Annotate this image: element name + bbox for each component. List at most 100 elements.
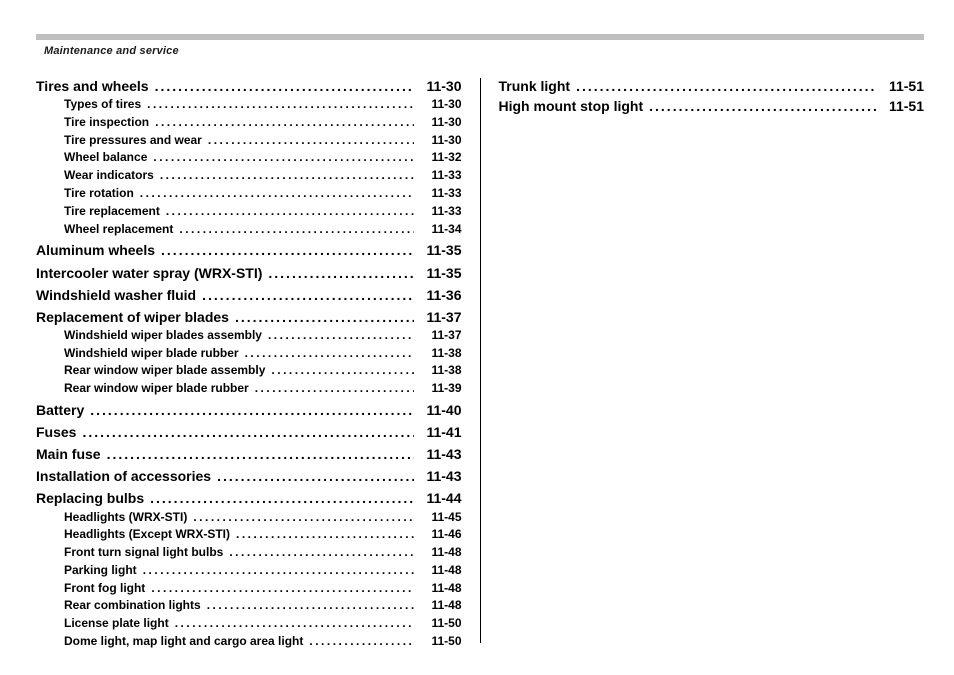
toc-entry-page: 11-37 bbox=[414, 329, 462, 343]
toc-entry-page: 11-48 bbox=[414, 582, 462, 596]
dot-leader: ........................................… bbox=[137, 564, 414, 578]
toc-entry-label: Rear window wiper blade assembly bbox=[64, 364, 265, 378]
toc-entry-label: Tire rotation bbox=[64, 187, 134, 201]
toc-entry-page: 11-38 bbox=[414, 364, 462, 378]
page: { "header": { "section_title": "Maintena… bbox=[0, 0, 954, 675]
toc-entry-page: 11-37 bbox=[414, 309, 462, 325]
toc-columns: Tires and wheels........................… bbox=[36, 78, 924, 643]
toc-entry-page: 11-40 bbox=[414, 402, 462, 418]
toc-entry: Tire rotation...........................… bbox=[36, 187, 462, 201]
dot-leader: ........................................… bbox=[211, 468, 413, 484]
dot-leader: ........................................… bbox=[84, 402, 413, 418]
toc-entry-label: Trunk light bbox=[499, 78, 571, 94]
toc-entry-page: 11-43 bbox=[414, 468, 462, 484]
toc-entry: Wheel balance...........................… bbox=[36, 151, 462, 165]
toc-entry-page: 11-30 bbox=[414, 98, 462, 112]
toc-entry-page: 11-48 bbox=[414, 546, 462, 560]
dot-leader: ........................................… bbox=[76, 424, 413, 440]
dot-leader: ........................................… bbox=[239, 347, 414, 361]
dot-leader: ........................................… bbox=[101, 446, 414, 462]
toc-entry-label: Intercooler water spray (WRX-STI) bbox=[36, 265, 262, 281]
toc-entry: Rear window wiper blade assembly........… bbox=[36, 364, 462, 378]
dot-leader: ........................................… bbox=[249, 382, 414, 396]
toc-entry-page: 11-48 bbox=[414, 599, 462, 613]
dot-leader: ........................................… bbox=[155, 242, 413, 258]
toc-entry: Windshield wiper blade rubber...........… bbox=[36, 347, 462, 361]
dot-leader: ........................................… bbox=[262, 329, 414, 343]
toc-entry-label: Windshield wiper blade rubber bbox=[64, 347, 239, 361]
toc-entry-page: 11-41 bbox=[414, 424, 462, 440]
header-rule bbox=[36, 34, 924, 40]
toc-entry-label: Installation of accessories bbox=[36, 468, 211, 484]
dot-leader: ........................................… bbox=[141, 98, 413, 112]
toc-entry-label: Windshield washer fluid bbox=[36, 287, 196, 303]
toc-entry-label: Front turn signal light bulbs bbox=[64, 546, 223, 560]
toc-entry: Tire pressures and wear.................… bbox=[36, 134, 462, 148]
toc-entry: Rear window wiper blade rubber..........… bbox=[36, 382, 462, 396]
toc-entry-page: 11-35 bbox=[414, 242, 462, 258]
section-title: Maintenance and service bbox=[44, 45, 179, 57]
toc-entry: Front turn signal light bulbs...........… bbox=[36, 546, 462, 560]
dot-leader: ........................................… bbox=[154, 169, 414, 183]
toc-entry: Windshield wiper blades assembly........… bbox=[36, 329, 462, 343]
toc-entry-label: Wear indicators bbox=[64, 169, 154, 183]
toc-entry-label: Dome light, map light and cargo area lig… bbox=[64, 635, 303, 649]
column-divider bbox=[480, 78, 481, 643]
toc-entry-label: Windshield wiper blades assembly bbox=[64, 329, 262, 343]
dot-leader: ........................................… bbox=[643, 98, 876, 114]
toc-entry-page: 11-35 bbox=[414, 265, 462, 281]
toc-entry-label: Main fuse bbox=[36, 446, 101, 462]
toc-entry-label: Rear combination lights bbox=[64, 599, 201, 613]
toc-entry: Rear combination lights.................… bbox=[36, 599, 462, 613]
toc-right-column: Trunk light.............................… bbox=[499, 78, 925, 643]
toc-entry-label: Rear window wiper blade rubber bbox=[64, 382, 249, 396]
dot-leader: ........................................… bbox=[201, 599, 414, 613]
toc-entry: Headlights (WRX-STI)....................… bbox=[36, 511, 462, 525]
toc-entry-page: 11-33 bbox=[414, 169, 462, 183]
toc-left-column: Tires and wheels........................… bbox=[36, 78, 462, 643]
dot-leader: ........................................… bbox=[570, 78, 876, 94]
dot-leader: ........................................… bbox=[169, 617, 414, 631]
dot-leader: ........................................… bbox=[160, 205, 414, 219]
toc-entry: Battery.................................… bbox=[36, 402, 462, 418]
toc-entry-page: 11-46 bbox=[414, 528, 462, 542]
toc-entry-page: 11-45 bbox=[414, 511, 462, 525]
toc-entry-label: Battery bbox=[36, 402, 84, 418]
toc-entry-page: 11-50 bbox=[414, 617, 462, 631]
dot-leader: ........................................… bbox=[145, 582, 413, 596]
toc-entry: High mount stop light...................… bbox=[499, 98, 925, 114]
dot-leader: ........................................… bbox=[223, 546, 413, 560]
dot-leader: ........................................… bbox=[187, 511, 413, 525]
toc-entry: Aluminum wheels.........................… bbox=[36, 242, 462, 258]
dot-leader: ........................................… bbox=[229, 309, 414, 325]
toc-entry-page: 11-30 bbox=[414, 134, 462, 148]
toc-entry-label: License plate light bbox=[64, 617, 169, 631]
toc-entry-label: Parking light bbox=[64, 564, 137, 578]
toc-entry: Wheel replacement.......................… bbox=[36, 223, 462, 237]
dot-leader: ........................................… bbox=[144, 490, 413, 506]
toc-entry: Installation of accessories.............… bbox=[36, 468, 462, 484]
toc-entry-page: 11-38 bbox=[414, 347, 462, 361]
dot-leader: ........................................… bbox=[149, 116, 413, 130]
toc-entry: Wear indicators.........................… bbox=[36, 169, 462, 183]
toc-entry: Fuses...................................… bbox=[36, 424, 462, 440]
toc-entry: Trunk light.............................… bbox=[499, 78, 925, 94]
dot-leader: ........................................… bbox=[230, 528, 413, 542]
toc-entry: Main fuse...............................… bbox=[36, 446, 462, 462]
toc-entry-page: 11-48 bbox=[414, 564, 462, 578]
dot-leader: ........................................… bbox=[303, 635, 413, 649]
toc-entry-page: 11-43 bbox=[414, 446, 462, 462]
toc-entry-page: 11-32 bbox=[414, 151, 462, 165]
toc-entry-label: Aluminum wheels bbox=[36, 242, 155, 258]
toc-entry-page: 11-44 bbox=[414, 490, 462, 506]
toc-entry: License plate light.....................… bbox=[36, 617, 462, 631]
toc-entry-page: 11-30 bbox=[414, 116, 462, 130]
toc-entry-label: Tire inspection bbox=[64, 116, 149, 130]
toc-entry-label: Tire pressures and wear bbox=[64, 134, 202, 148]
toc-entry-label: Wheel replacement bbox=[64, 223, 173, 237]
toc-entry: Tire replacement........................… bbox=[36, 205, 462, 219]
toc-entry-page: 11-36 bbox=[414, 287, 462, 303]
toc-entry-label: Tire replacement bbox=[64, 205, 160, 219]
toc-entry: Parking light...........................… bbox=[36, 564, 462, 578]
toc-entry: Headlights (Except WRX-STI).............… bbox=[36, 528, 462, 542]
